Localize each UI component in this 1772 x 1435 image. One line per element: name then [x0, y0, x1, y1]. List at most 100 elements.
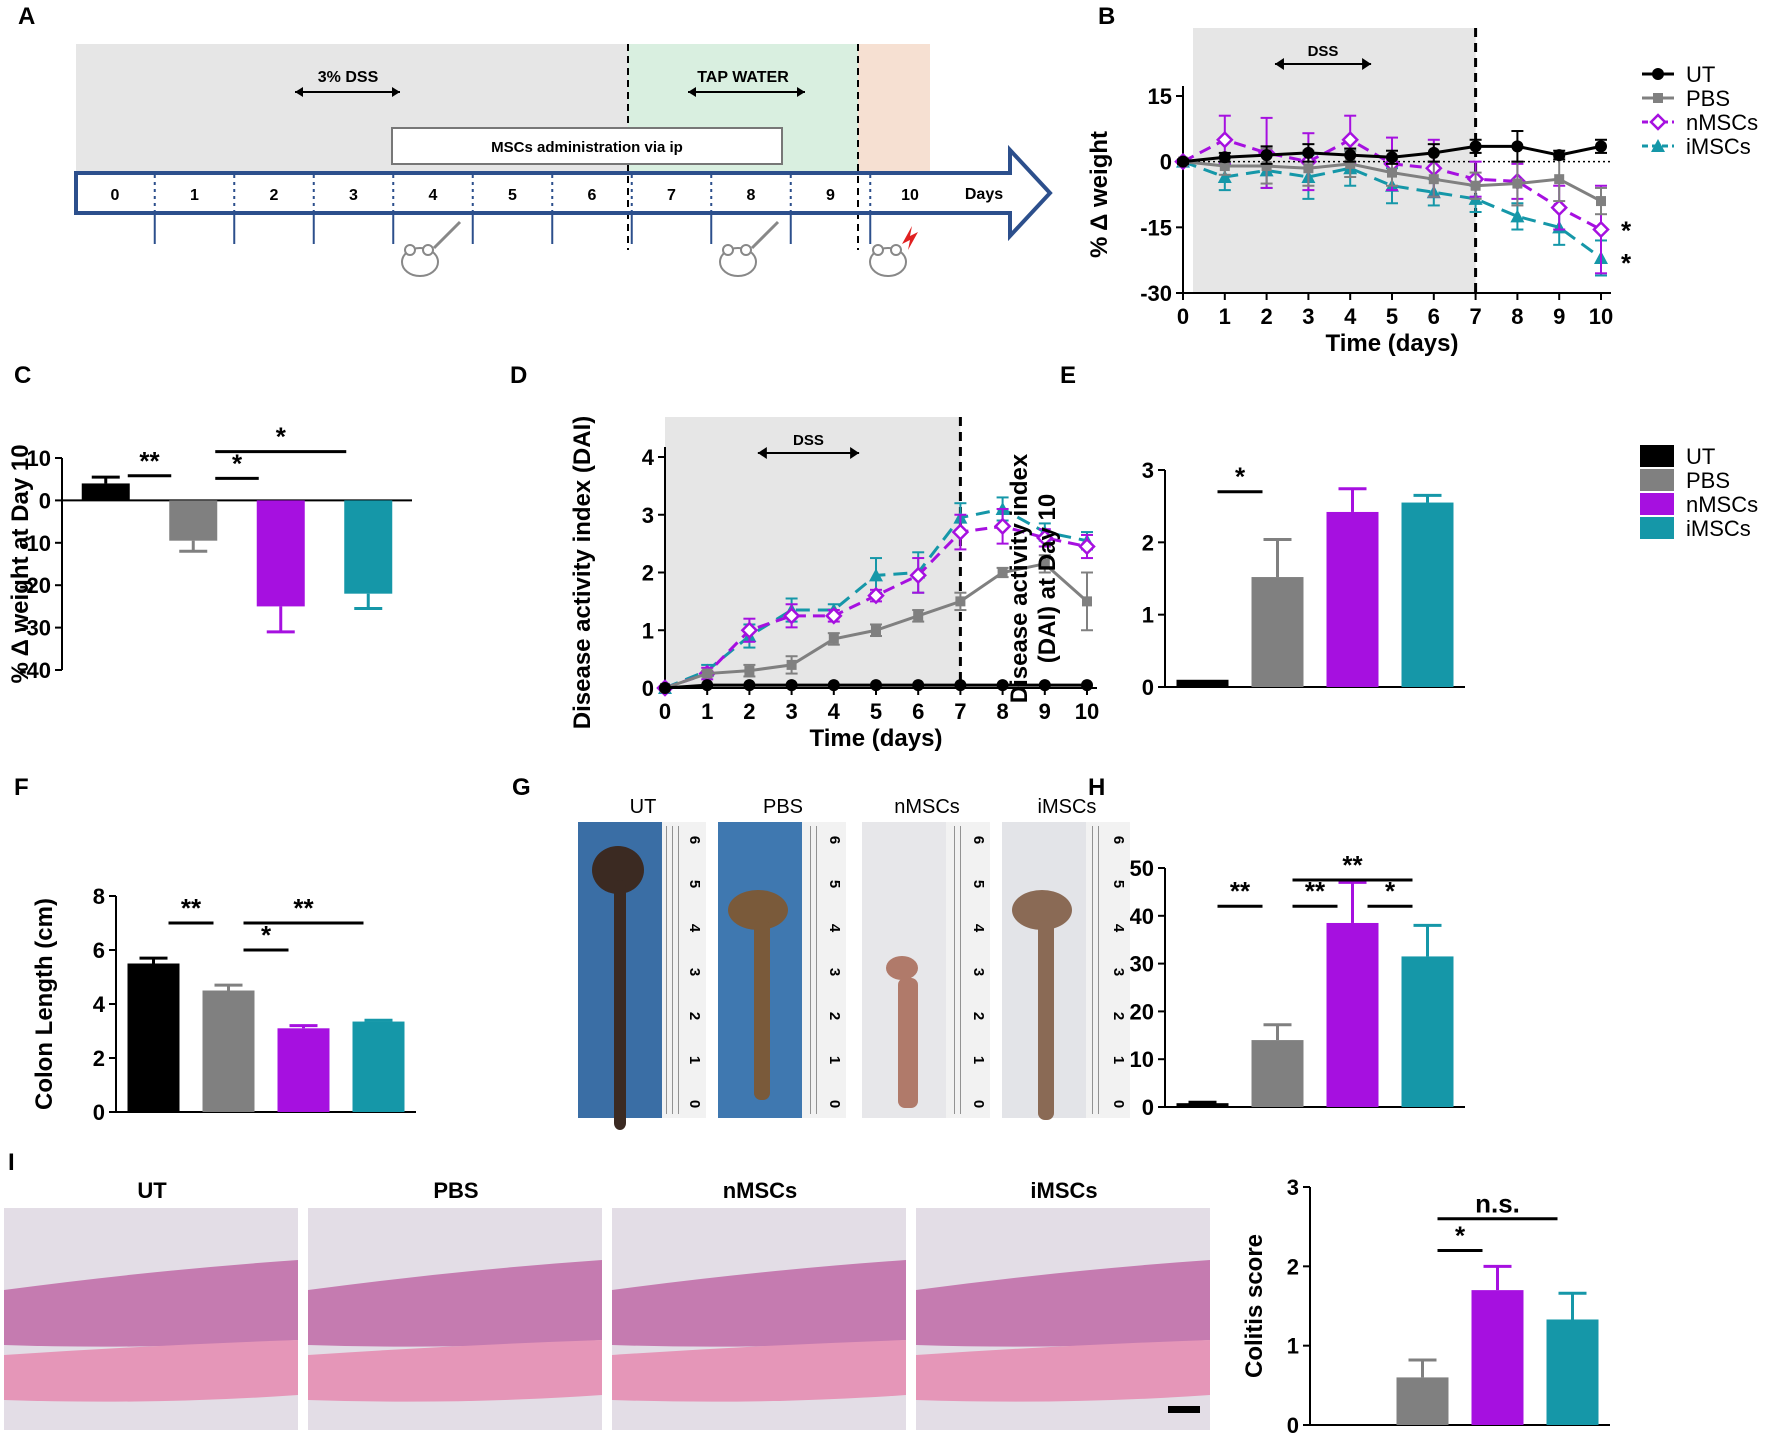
- y-axis-label: Colon Length (cm): [31, 898, 58, 1110]
- mucosa-layer: [916, 1260, 1210, 1347]
- y-tick-label: 4: [93, 992, 106, 1017]
- ruler-mark: 0: [1110, 1100, 1127, 1108]
- dss-label: 3% DSS: [318, 69, 379, 86]
- significance-star-nmscs: *: [1621, 216, 1632, 246]
- bar-nmscs: [256, 500, 305, 607]
- legend-label-imscs: iMSCs: [1686, 134, 1751, 159]
- point-nmscs: [951, 523, 970, 541]
- ruler-mark: 3: [1110, 968, 1127, 976]
- point-nmscs: [993, 517, 1012, 536]
- significance-label: *: [1235, 462, 1246, 492]
- legend-label-pbs: PBS: [1686, 468, 1730, 493]
- y-axis-label: (DAI) at Day 10: [1034, 494, 1061, 663]
- significance-label: **: [1342, 850, 1363, 880]
- series-line-imscs: [1182, 160, 1602, 260]
- histology-label-pbs: PBS: [433, 1178, 478, 1203]
- point-nmscs: [867, 586, 885, 605]
- x-tick-label: 4: [828, 699, 841, 724]
- x-tick-label: 8: [996, 699, 1008, 724]
- ruler-mark: 3: [686, 968, 703, 976]
- point-imscs: [869, 568, 883, 582]
- photo-label-pbs: PBS: [763, 796, 803, 818]
- point-imscs: [1651, 139, 1665, 152]
- point-ut: [1511, 140, 1524, 153]
- point-ut: [996, 679, 1009, 692]
- point-nmscs: [1216, 131, 1234, 149]
- point-pbs: [1428, 174, 1439, 185]
- bar-ut: [127, 963, 180, 1112]
- y-tick-label: 0: [1160, 150, 1172, 175]
- x-tick-label: 6: [912, 699, 924, 724]
- y-tick-label: -20: [19, 573, 51, 598]
- y-tick-label: 0: [1142, 1095, 1154, 1120]
- bar-nmscs: [1326, 922, 1379, 1107]
- x-tick-label: 7: [954, 699, 966, 724]
- dai-line-chart: DSS 0 1 2 3 4 0 1 2 3 4 5 6 7 8 9 10 Time (days) Disease a…: [569, 416, 1099, 752]
- mouse-sacrifice-icon: [869, 226, 918, 277]
- bar-pbs: [1396, 1377, 1449, 1425]
- bar-imscs: [352, 1021, 405, 1112]
- colon: [1038, 920, 1054, 1120]
- significance-label: *: [1455, 1220, 1466, 1250]
- ruler-mark: 1: [686, 1056, 703, 1064]
- x-tick-label: 6: [1428, 304, 1440, 329]
- ruler-mark: 6: [686, 836, 703, 844]
- y-tick-label: 50: [1130, 856, 1154, 881]
- bar-imscs: [344, 500, 393, 594]
- cecum: [886, 956, 918, 980]
- y-tick-label: 3: [642, 503, 654, 528]
- legend-label-nmscs: nMSCs: [1686, 492, 1758, 517]
- y-tick-label: 2: [1142, 530, 1154, 555]
- ruler-mark: 1: [970, 1056, 987, 1064]
- point-pbs: [702, 668, 713, 679]
- ruler-mark: 6: [1110, 836, 1127, 844]
- y-tick-label: 3: [1142, 458, 1154, 483]
- legend-label-nmscs: nMSCs: [1686, 110, 1758, 135]
- significance-label: **: [1230, 876, 1251, 906]
- y-tick-label: -40: [19, 658, 51, 683]
- legend-label-ut: UT: [1686, 444, 1715, 469]
- x-tick-label: 7: [1469, 304, 1481, 329]
- y-tick-label: 1: [1287, 1334, 1299, 1359]
- bar-nmscs: [1326, 511, 1379, 687]
- x-axis-label: Time (days): [810, 725, 943, 752]
- timeline-day: 6: [588, 187, 597, 204]
- legend-swatch-ut: [1640, 445, 1674, 467]
- x-tick-label: 3: [785, 699, 797, 724]
- x-tick-label: 9: [1039, 699, 1051, 724]
- ruler-mark: 4: [686, 924, 703, 933]
- legend-swatch-pbs: [1640, 469, 1674, 491]
- panel-label-d: D: [510, 362, 527, 389]
- point-nmscs: [1078, 537, 1096, 556]
- y-tick-label: 0: [39, 488, 51, 513]
- timeline-day: 2: [270, 187, 279, 204]
- y-tick-label: 15: [1148, 84, 1172, 109]
- y-tick-label: 0: [1142, 675, 1154, 700]
- x-tick-label: 1: [701, 699, 713, 724]
- y-tick-label: 0: [93, 1100, 105, 1125]
- point-ut: [870, 679, 882, 692]
- x-axis-label: Time (days): [1326, 330, 1459, 357]
- bar-ut: [81, 483, 130, 501]
- y-tick-label: 2: [642, 561, 654, 586]
- dss-label: DSS: [793, 432, 824, 449]
- photo-label-nmscs: nMSCs: [894, 796, 960, 818]
- legend-label-imscs: iMSCs: [1686, 516, 1751, 541]
- significance-label: *: [276, 422, 287, 452]
- y-tick-label: 30: [1130, 952, 1154, 977]
- y-tick-label: 10: [1130, 1047, 1154, 1072]
- dss-label: DSS: [1308, 43, 1339, 60]
- significance-star-imscs: *: [1621, 248, 1632, 278]
- colitis-score-bar-chart: 0 1 2 3 Colitis score n.s. *: [1241, 1175, 1610, 1435]
- ruler-mark: 0: [970, 1100, 987, 1108]
- point-pbs: [1653, 93, 1663, 103]
- bar-ut: [1176, 679, 1229, 687]
- histology-label-nmscs: nMSCs: [723, 1178, 798, 1203]
- y-axis-label: Disease activity index: [1006, 453, 1033, 703]
- point-ut: [912, 679, 925, 692]
- y-tick-label: 2: [93, 1046, 105, 1071]
- scale-bar: [1168, 1406, 1200, 1413]
- y-axis-label: % Δ weight at Day 10: [7, 444, 34, 683]
- msc-label: MSCs administration via ip: [491, 139, 683, 156]
